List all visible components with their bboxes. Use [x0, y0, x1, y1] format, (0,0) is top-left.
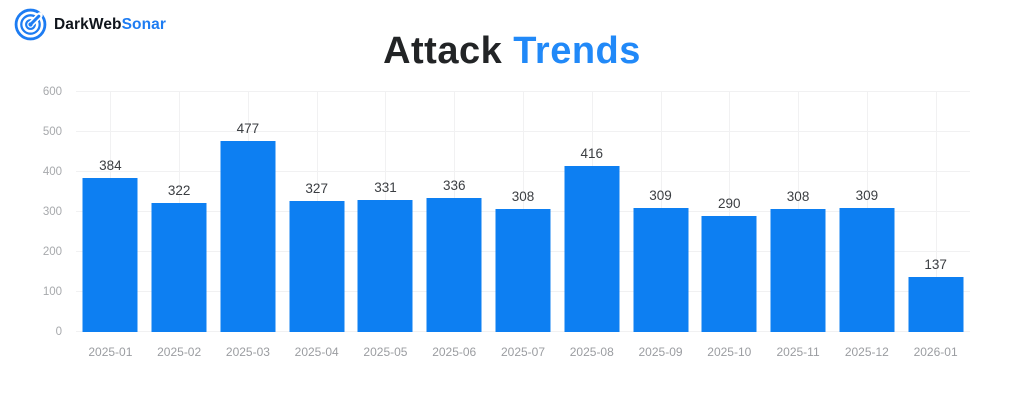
x-axis-tick-label: 2025-12 [844, 345, 889, 359]
x-axis-tick-label: 2025-06 [432, 345, 477, 359]
y-axis-tick-label: 0 [55, 326, 62, 338]
bar-value-label: 322 [167, 183, 191, 199]
bar-2026-01[interactable] [908, 277, 964, 332]
bar-value-label: 308 [511, 188, 535, 204]
x-axis-tick-label: 2025-04 [294, 345, 339, 359]
y-axis-tick-label: 600 [42, 86, 62, 98]
bar-value-label: 137 [924, 257, 947, 273]
bar-2025-06[interactable] [426, 197, 482, 332]
sonar-logo-icon [14, 8, 47, 41]
v-gridline [935, 92, 937, 332]
bar-2025-12[interactable] [839, 208, 895, 332]
bar-value-label: 308 [786, 188, 810, 204]
bar-2025-05[interactable] [357, 199, 413, 332]
h-gridline [76, 91, 970, 92]
page-title: Attack Trends [0, 30, 1024, 73]
x-axis-tick-label: 2026-01 [913, 345, 958, 359]
x-axis-tick-label: 2025-05 [363, 345, 408, 359]
bar-2025-11[interactable] [770, 208, 826, 332]
brand-name-dark: DarkWeb [54, 15, 122, 33]
x-axis-tick-label: 2025-03 [225, 345, 270, 359]
brand-name-accent: Sonar [121, 15, 167, 33]
bar-2025-08[interactable] [564, 165, 620, 332]
brand-logo[interactable]: DarkWebSonar [13, 7, 166, 42]
x-axis-tick-label: 2025-08 [569, 345, 614, 359]
bar-value-label: 477 [236, 121, 260, 137]
bar-value-label: 416 [580, 145, 604, 161]
bar-value-label: 336 [442, 177, 466, 193]
x-axis-tick-label: 2025-10 [707, 345, 752, 359]
brand-name: DarkWebSonar [54, 16, 166, 34]
y-axis-tick-label: 100 [42, 286, 62, 298]
bar-value-label: 331 [374, 179, 397, 195]
x-axis-tick-label: 2025-11 [776, 345, 820, 359]
bar-value-label: 309 [649, 188, 672, 204]
bar-value-label: 290 [718, 196, 741, 211]
page-title-part2: Trends [513, 30, 641, 72]
bar-2025-09[interactable] [633, 208, 689, 332]
bar-2025-04[interactable] [289, 201, 345, 332]
y-axis-tick-label: 200 [42, 246, 62, 258]
attack-trends-chart: 384 322 477 327 331 336 308 416 309 290 308 309 137 … [0, 85, 1024, 385]
y-axis-tick-label: 400 [42, 166, 62, 178]
bar-2025-07[interactable] [495, 208, 551, 332]
bar-value-label: 384 [99, 158, 122, 174]
x-axis-tick-label: 2025-09 [638, 345, 683, 359]
v-gridline [729, 92, 731, 332]
bar-value-label: 327 [305, 181, 328, 197]
plot-area: 384 322 477 327 331 336 308 416 309 290 308 309 137 [76, 91, 970, 332]
bar-2025-10[interactable] [701, 216, 757, 332]
y-axis-tick-label: 500 [42, 126, 62, 138]
y-axis-tick-label: 300 [42, 206, 62, 218]
bar-2025-01[interactable] [82, 178, 138, 332]
bar-2025-02[interactable] [151, 203, 207, 332]
bar-value-label: 309 [855, 188, 879, 204]
page-title-part1: Attack [383, 30, 503, 72]
x-axis-tick-label: 2025-02 [157, 345, 202, 359]
bar-2025-03[interactable] [220, 141, 276, 332]
x-axis-tick-label: 2025-07 [500, 345, 546, 359]
x-axis-tick-label: 2025-01 [88, 345, 133, 359]
